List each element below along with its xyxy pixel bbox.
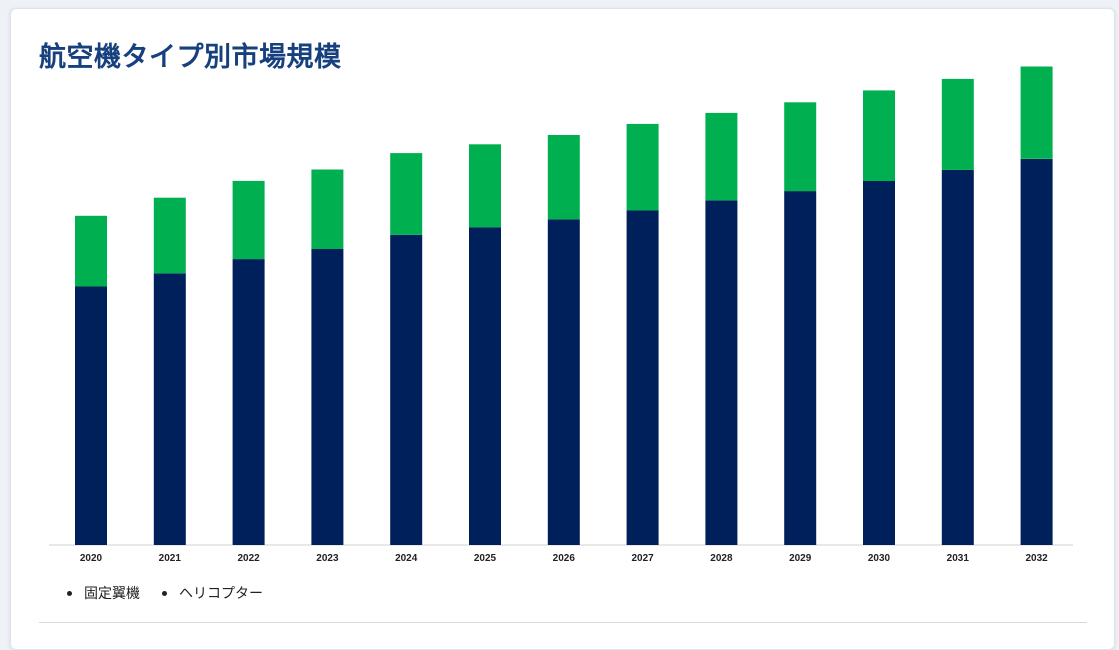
- divider: [39, 622, 1087, 623]
- bar-helicopter-2028: [705, 112, 738, 201]
- bar-fixed-wing-2021: [153, 273, 186, 545]
- x-tick-label: 2030: [868, 553, 891, 564]
- bar-fixed-wing-2032: [1020, 158, 1053, 545]
- bar-fixed-wing-2020: [75, 286, 107, 545]
- legend-label-helicopter: ヘリコプター: [179, 586, 263, 602]
- legend-item-fixed-wing: 固定翼機: [67, 583, 140, 603]
- legend-bullet-icon: [67, 590, 72, 596]
- chart-card: 航空機タイプ別市場規模 2020 2021 2022 2023 2024 2025 2026…: [10, 8, 1115, 650]
- x-tick-label: 2024: [395, 553, 418, 564]
- page-title: 航空機タイプ別市場規模: [39, 42, 342, 73]
- bar-helicopter-2031: [941, 78, 974, 170]
- x-tick-label: 2032: [1025, 553, 1048, 564]
- bar-fixed-wing-2025: [469, 227, 501, 546]
- bar-helicopter-2023: [311, 169, 344, 249]
- bar-helicopter-2024: [390, 153, 423, 235]
- chart-legend: 固定翼機 ヘリコプター: [67, 583, 263, 603]
- x-tick-label: 2027: [631, 553, 654, 564]
- bar-fixed-wing-2031: [941, 169, 974, 545]
- x-tick-label: 2028: [710, 553, 733, 564]
- bar-helicopter-2025: [469, 144, 501, 228]
- bar-helicopter-2026: [547, 135, 580, 220]
- legend-bullet-icon: [162, 590, 167, 596]
- bar-helicopter-2027: [626, 123, 659, 211]
- bar-helicopter-2020: [75, 215, 107, 287]
- bar-chart: 2020 2021 2022 2023 2024 2025 2026 2027 2028 2029…: [49, 66, 1073, 564]
- bar-fixed-wing-2029: [784, 191, 817, 545]
- bar-fixed-wing-2026: [547, 219, 580, 545]
- x-tick-label: 2021: [159, 553, 182, 564]
- bar-fixed-wing-2022: [232, 259, 265, 545]
- x-tick-label: 2026: [553, 553, 576, 564]
- bar-helicopter-2030: [863, 90, 895, 181]
- legend-label-fixed-wing: 固定翼機: [84, 586, 140, 602]
- bar-fixed-wing-2023: [311, 249, 344, 545]
- bar-fixed-wing-2027: [626, 210, 659, 545]
- x-tick-label: 2020: [80, 553, 103, 564]
- bar-fixed-wing-2028: [705, 200, 738, 545]
- x-tick-label: 2023: [316, 553, 339, 564]
- bar-fixed-wing-2024: [390, 234, 423, 546]
- x-tick-labels: 2020 2021 2022 2023 2024 2025 2026 2027 2028 2029…: [80, 553, 1048, 564]
- legend-item-helicopter: ヘリコプター: [162, 583, 263, 603]
- bar-helicopter-2029: [784, 102, 817, 192]
- bars-group: [75, 66, 1053, 546]
- x-tick-label: 2029: [789, 553, 812, 564]
- bar-helicopter-2021: [153, 197, 186, 274]
- bar-helicopter-2022: [232, 180, 265, 260]
- x-tick-label: 2031: [947, 553, 970, 564]
- bar-fixed-wing-2030: [863, 180, 895, 545]
- x-tick-label: 2022: [237, 553, 260, 564]
- x-tick-label: 2025: [474, 553, 497, 564]
- bar-helicopter-2032: [1020, 66, 1053, 159]
